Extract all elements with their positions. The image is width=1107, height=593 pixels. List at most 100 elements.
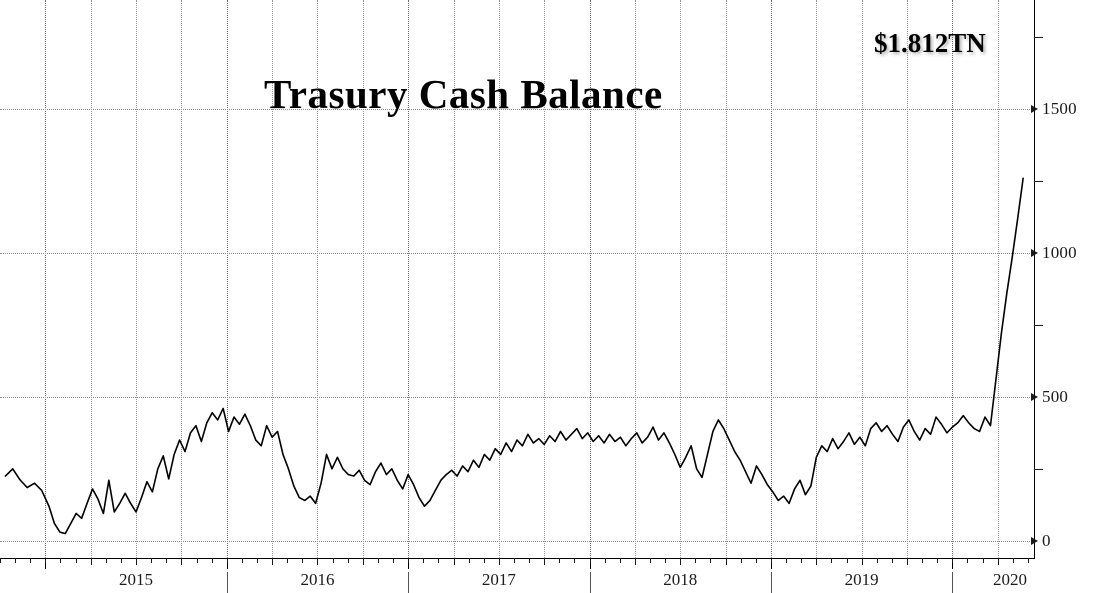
y-axis-minor-tick [1034, 181, 1043, 183]
y-axis-minor-tick [1034, 468, 1043, 470]
x-axis-tick [408, 558, 410, 569]
x-axis-minor-tick [907, 558, 909, 563]
x-axis-minor-tick [393, 558, 395, 563]
x-axis-minor-tick [1012, 558, 1014, 563]
x-axis-minor-tick [408, 558, 410, 563]
x-axis-minor-tick [574, 558, 576, 563]
peak-value-annotation: $1.812TN [874, 28, 986, 58]
x-axis-minor-tick [272, 558, 274, 563]
x-axis-minor-tick [710, 558, 712, 563]
y-axis-tick-label: 1000 [1042, 243, 1077, 263]
tick-arrow-icon [1031, 392, 1038, 401]
year-separator [589, 572, 591, 593]
page-title: Trasury Cash Balance [264, 71, 663, 117]
x-axis-tick [770, 558, 772, 569]
x-axis-minor-tick [665, 558, 667, 563]
x-axis-year-label: 2017 [481, 570, 516, 589]
year-separator [408, 572, 410, 593]
y-axis-line [1034, 0, 1035, 558]
x-axis-minor-tick [105, 558, 107, 563]
x-axis-minor-tick [952, 558, 954, 563]
x-axis-minor-tick [755, 558, 757, 563]
y-axis-tick-label: 500 [1042, 386, 1069, 406]
x-axis-minor-tick [816, 558, 818, 563]
x-axis-minor-tick [846, 558, 848, 563]
x-axis-minor-tick [30, 558, 32, 563]
x-axis-tick [952, 558, 954, 569]
x-axis-minor-tick [211, 558, 213, 563]
x-axis-minor-tick [181, 558, 183, 563]
x-axis-minor-tick [786, 558, 788, 563]
x-axis-minor-tick [982, 558, 984, 563]
x-axis-minor-tick [45, 558, 47, 563]
x-axis-minor-tick [604, 558, 606, 563]
y-axis-tick-label: 1500 [1042, 99, 1077, 119]
x-axis-minor-tick [634, 558, 636, 563]
x-axis-minor-tick [196, 558, 198, 563]
tick-arrow-icon [1031, 105, 1038, 114]
x-axis-minor-tick [937, 558, 939, 563]
year-separator [952, 572, 954, 593]
x-axis-minor-tick [498, 558, 500, 563]
y-axis-minor-tick [1034, 325, 1043, 327]
x-axis-minor-tick [166, 558, 168, 563]
x-axis-minor-tick [226, 558, 228, 563]
x-axis-minor-tick [725, 558, 727, 563]
x-axis-tick [226, 558, 228, 569]
x-axis-minor-tick [831, 558, 833, 563]
x-axis-minor-tick [75, 558, 77, 563]
x-axis-minor-tick [347, 558, 349, 563]
x-axis-minor-tick [377, 558, 379, 563]
data-line [4, 177, 1024, 535]
x-axis-year-label: 2015 [119, 570, 154, 589]
x-axis-minor-tick [650, 558, 652, 563]
x-axis-minor-tick [740, 558, 742, 563]
y-axis-tick-label: 0 [1042, 530, 1051, 550]
x-axis-minor-tick [529, 558, 531, 563]
x-axis-minor-tick [513, 558, 515, 563]
x-axis-minor-tick [317, 558, 319, 563]
x-axis-year-label: 2020 [993, 570, 1027, 589]
y-axis-minor-tick [1034, 37, 1043, 39]
x-axis-minor-tick [438, 558, 440, 563]
x-axis-minor-tick [861, 558, 863, 563]
x-axis-minor-tick [0, 558, 1, 563]
tick-arrow-icon [1031, 249, 1038, 258]
x-axis-minor-tick [90, 558, 92, 563]
x-axis-minor-tick [559, 558, 561, 563]
x-axis-minor-tick [423, 558, 425, 563]
x-axis-minor-tick [120, 558, 122, 563]
x-axis-minor-tick [1027, 558, 1029, 563]
x-axis-tick [45, 558, 47, 569]
x-axis-year-label: 2016 [300, 570, 335, 589]
year-separator [770, 572, 772, 593]
x-axis-minor-tick [483, 558, 485, 563]
x-axis-minor-tick [256, 558, 258, 563]
year-separator [226, 572, 228, 593]
x-axis-minor-tick [922, 558, 924, 563]
x-axis-minor-tick [619, 558, 621, 563]
x-axis-minor-tick [876, 558, 878, 563]
x-axis-minor-tick [136, 558, 138, 563]
x-axis-minor-tick [151, 558, 153, 563]
x-axis-minor-tick [695, 558, 697, 563]
x-axis-year-label: 2019 [844, 570, 879, 589]
x-axis-minor-tick [453, 558, 455, 563]
x-axis-minor-tick [997, 558, 999, 563]
x-axis-minor-tick [287, 558, 289, 563]
x-axis-minor-tick [589, 558, 591, 563]
x-axis-tick [589, 558, 591, 569]
x-axis-minor-tick [302, 558, 304, 563]
x-axis-minor-tick [241, 558, 243, 563]
x-axis-year-label: 2018 [663, 570, 698, 589]
x-axis-minor-tick [967, 558, 969, 563]
tick-arrow-icon [1031, 536, 1038, 545]
x-axis-minor-tick [801, 558, 803, 563]
x-axis-minor-tick [770, 558, 772, 563]
x-axis-minor-tick [15, 558, 17, 563]
x-axis-line [0, 558, 1035, 559]
x-axis-minor-tick [680, 558, 682, 563]
series-line-treasury-cash-balance [4, 177, 1024, 535]
x-axis-minor-tick [468, 558, 470, 563]
